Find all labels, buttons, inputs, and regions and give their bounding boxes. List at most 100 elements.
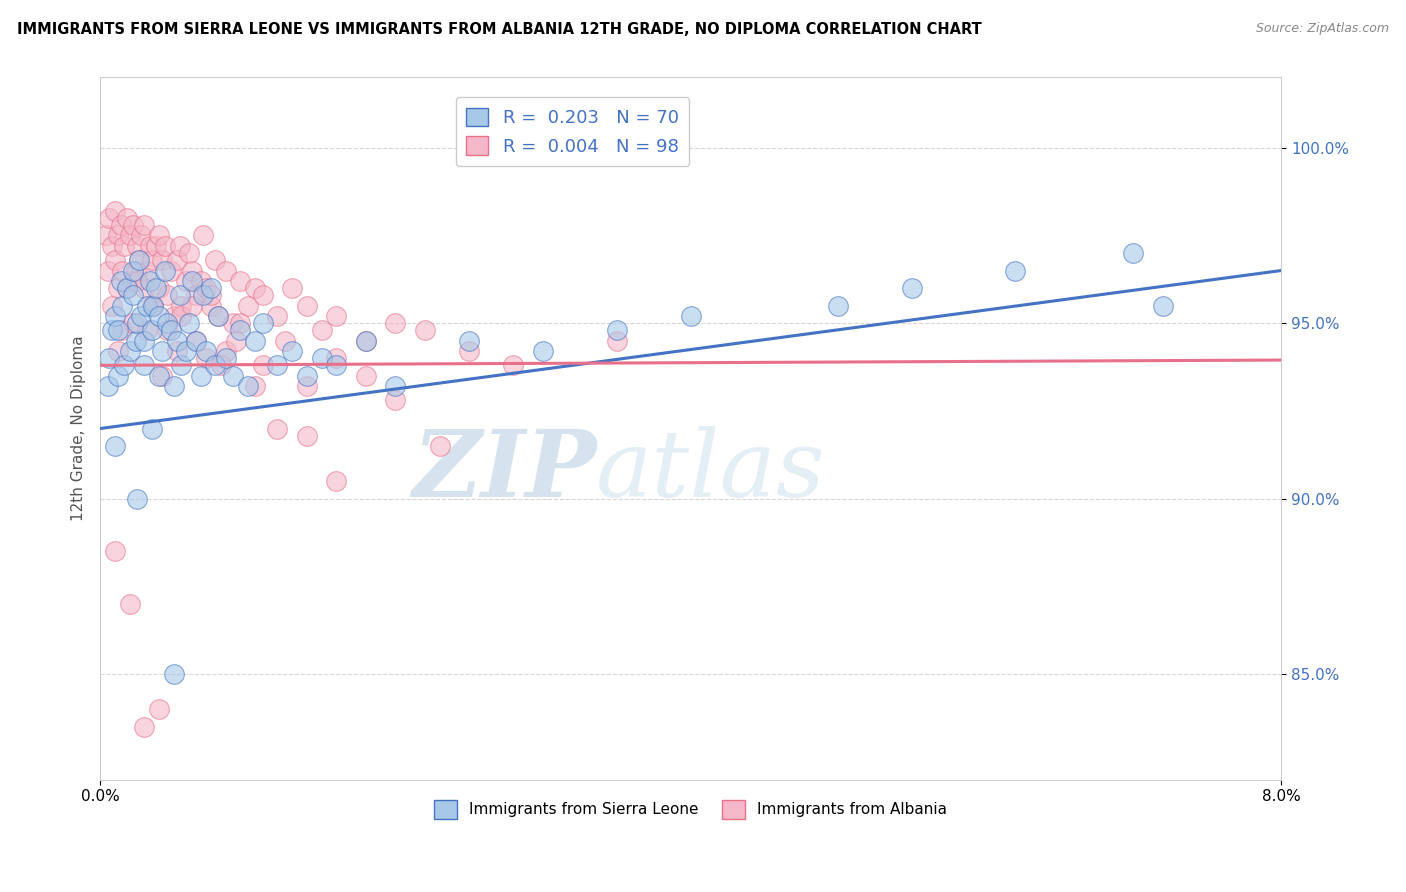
Point (131, 309, 153, 323)
Point (155, 288, 177, 302)
Point (148, 702, 170, 716)
Point (141, 252, 163, 267)
Point (155, 323, 177, 337)
Point (214, 351, 236, 366)
Point (101, 239, 124, 253)
Point (184, 288, 207, 302)
Point (170, 299, 193, 313)
Y-axis label: 12th Grade, No Diploma: 12th Grade, No Diploma (72, 335, 86, 521)
Point (901, 281, 924, 295)
Point (384, 379, 406, 393)
Point (195, 351, 218, 366)
Point (354, 334, 377, 348)
Point (104, 544, 127, 558)
Point (134, 281, 156, 295)
Point (169, 288, 191, 302)
Point (148, 228, 170, 243)
Point (150, 368, 173, 383)
Point (96, 379, 118, 393)
Point (1122, 246, 1144, 260)
Point (195, 344, 218, 359)
Point (139, 274, 162, 288)
Point (98, 351, 121, 366)
Point (1004, 263, 1026, 277)
Point (311, 351, 333, 366)
Point (148, 368, 170, 383)
Point (128, 252, 150, 267)
Point (107, 368, 129, 383)
Point (1152, 299, 1174, 313)
Point (209, 359, 232, 373)
Point (243, 379, 266, 393)
Point (125, 274, 148, 288)
Point (136, 299, 159, 313)
Point (193, 228, 215, 243)
Point (142, 299, 165, 313)
Point (136, 323, 159, 337)
Point (107, 323, 129, 337)
Point (163, 309, 186, 323)
Point (115, 211, 138, 225)
Point (111, 323, 134, 337)
Point (110, 274, 132, 288)
Point (325, 351, 347, 366)
Point (281, 281, 304, 295)
Point (134, 359, 156, 373)
Point (107, 281, 129, 295)
Point (502, 359, 524, 373)
Point (311, 323, 333, 337)
Point (134, 720, 156, 734)
Point (110, 218, 132, 232)
Point (458, 344, 481, 359)
Point (170, 359, 193, 373)
Point (112, 359, 135, 373)
Point (128, 252, 150, 267)
Point (606, 323, 628, 337)
Point (111, 299, 134, 313)
Point (354, 368, 377, 383)
Point (531, 344, 554, 359)
Point (142, 299, 165, 313)
Point (266, 359, 288, 373)
Point (174, 344, 197, 359)
Point (214, 263, 236, 277)
Point (121, 263, 143, 277)
Point (160, 323, 183, 337)
Point (325, 474, 347, 488)
Point (101, 299, 124, 313)
Point (295, 428, 318, 442)
Point (163, 667, 186, 681)
Point (325, 359, 347, 373)
Point (384, 316, 406, 330)
Point (115, 281, 138, 295)
Point (679, 309, 702, 323)
Point (107, 228, 129, 243)
Point (96, 263, 118, 277)
Point (125, 316, 148, 330)
Point (458, 334, 481, 348)
Point (180, 263, 202, 277)
Point (112, 239, 135, 253)
Point (273, 334, 295, 348)
Point (121, 274, 143, 288)
Point (153, 239, 176, 253)
Point (200, 288, 222, 302)
Point (384, 393, 406, 408)
Point (121, 218, 143, 232)
Point (104, 439, 127, 453)
Point (354, 334, 377, 348)
Point (118, 228, 141, 243)
Point (118, 344, 141, 359)
Point (243, 334, 266, 348)
Point (266, 309, 288, 323)
Point (236, 379, 259, 393)
Point (101, 323, 124, 337)
Point (190, 368, 212, 383)
Point (150, 252, 173, 267)
Point (174, 274, 197, 288)
Point (111, 263, 134, 277)
Point (295, 368, 318, 383)
Point (190, 274, 212, 288)
Point (121, 316, 143, 330)
Point (204, 359, 226, 373)
